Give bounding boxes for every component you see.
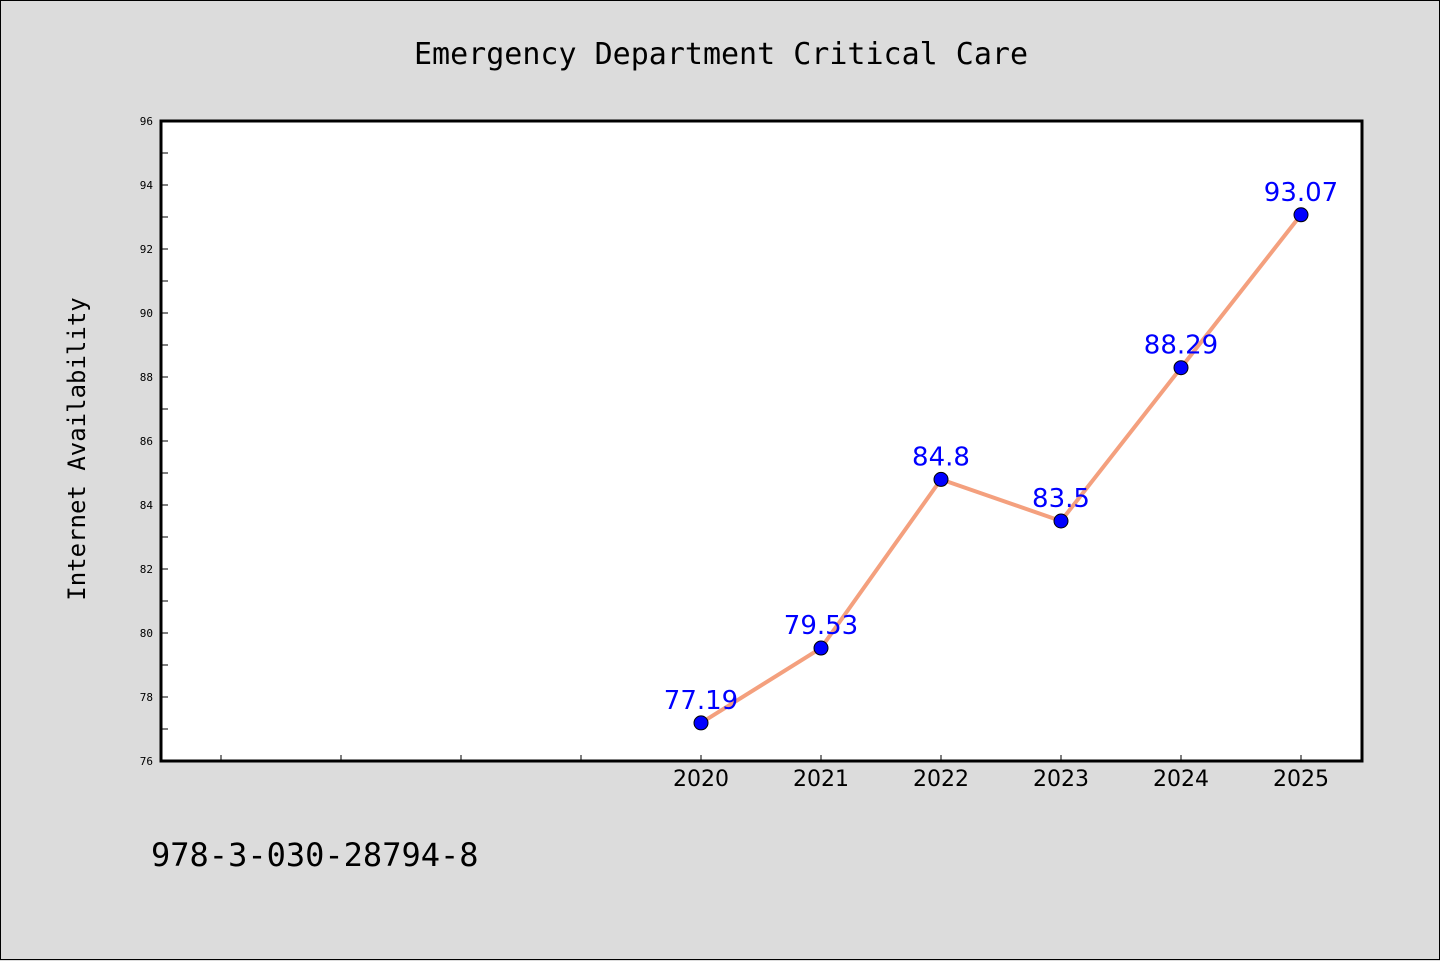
data-label: 77.19 [664,686,738,716]
y-tick-label: 90 [140,307,153,320]
x-tick-label: 2022 [913,767,969,792]
data-label: 83.5 [1032,484,1090,514]
series-internet-availability: 77.19 79.53 84.8 83.5 88.29 93.07 [664,178,1338,731]
x-tick-label: 2023 [1033,767,1089,792]
data-label: 84.8 [912,442,970,472]
plot-area [159,119,1364,763]
footnote-isbn: 978-3-030-28794-8 [151,836,479,874]
y-tick-label: 86 [140,435,153,448]
y-tick-label: 96 [140,115,153,128]
data-point [1293,207,1309,223]
y-tick-label: 76 [140,755,153,768]
data-point [813,640,829,656]
y-tick-label: 80 [140,627,153,640]
x-axis: 2020 2021 2022 2023 2024 2025 [220,755,1329,792]
data-label: 93.07 [1264,178,1338,208]
data-point [1053,513,1069,529]
x-tick-label: 2024 [1153,767,1209,792]
data-point [1173,360,1189,376]
y-tick-label: 82 [140,563,153,576]
x-tick-label: 2021 [793,767,849,792]
y-axis: 76 78 80 82 84 86 88 90 92 94 96 [140,115,168,768]
y-tick-label: 88 [140,371,153,384]
y-tick-label: 94 [140,179,154,192]
chart-title: Emergency Department Critical Care [414,37,1028,72]
data-label: 79.53 [784,611,858,641]
data-point [693,715,709,731]
y-tick-label: 78 [140,691,153,704]
x-tick-label: 2020 [673,767,729,792]
data-label: 88.29 [1144,331,1218,361]
y-tick-label: 92 [140,243,153,256]
y-tick-label: 84 [140,499,154,512]
series-line [699,212,1303,725]
x-tick-label: 2025 [1273,767,1329,792]
y-axis-label: Internet Availability [63,297,91,600]
data-point [933,471,949,487]
